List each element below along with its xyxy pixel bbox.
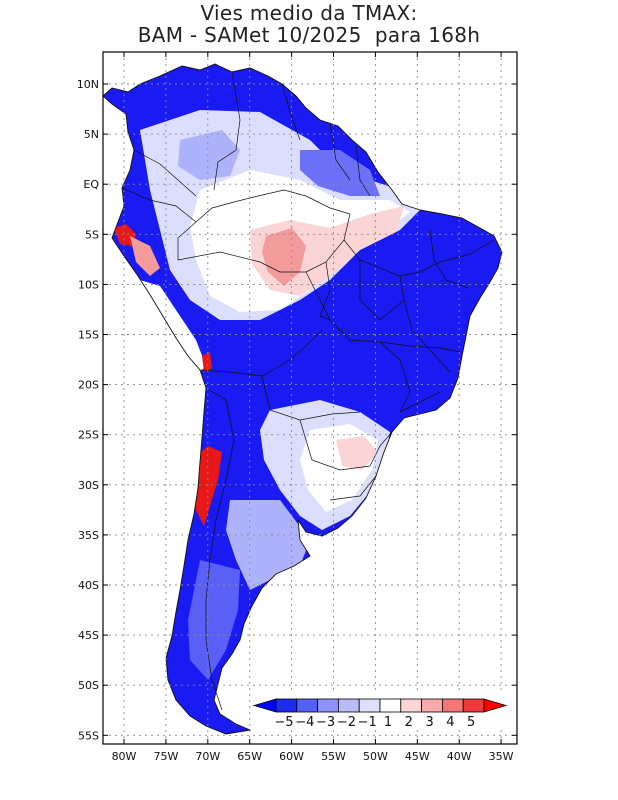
lat-label: 55S — [78, 729, 99, 742]
lon-label: 35W — [489, 750, 514, 763]
colorbar-label: −3 — [316, 715, 335, 730]
amazon-warm-core — [262, 228, 306, 286]
title-line-1: Vies medio da TMAX: — [200, 1, 418, 25]
south-warm-patch — [336, 436, 378, 470]
lat-label: 10S — [78, 278, 99, 291]
lat-label: 20S — [78, 379, 99, 392]
andes-hot-peru — [114, 224, 136, 246]
axis-ticks: 10N 5N EQ 5S 10S 15S 20S 25S 30S 35S 40S 45S 50S 55S 8… — [77, 52, 517, 763]
lat-label: 15S — [78, 329, 99, 342]
lon-label: 65W — [237, 750, 262, 763]
map-title: Vies medio da TMAX: BAM - SAMet 10/2025 … — [0, 2, 618, 46]
lat-label: 5S — [85, 228, 99, 241]
lon-label: 80W — [112, 750, 137, 763]
colorbar-label: −5 — [274, 715, 293, 730]
colorbar-label: 1 — [384, 715, 392, 730]
lat-label: EQ — [83, 178, 99, 191]
colorbar-swatch — [441, 698, 464, 713]
lon-label: 60W — [279, 750, 304, 763]
colorbar-swatch — [421, 698, 443, 713]
andes-warm-peru — [130, 236, 160, 276]
lon-label: 75W — [153, 750, 178, 763]
colorbar-swatch — [317, 698, 339, 713]
lat-label: 45S — [78, 629, 99, 642]
lat-label: 25S — [78, 429, 99, 442]
title-line-2: BAM - SAMet 10/2025 para 168h — [137, 23, 481, 47]
lat-label: 30S — [78, 479, 99, 492]
colorbar-swatch — [379, 698, 402, 713]
lat-label: 40S — [78, 579, 99, 592]
lon-label: 50W — [363, 750, 388, 763]
lat-label: 35S — [78, 529, 99, 542]
lon-label: 40W — [447, 750, 472, 763]
colorbar-label: −2 — [337, 715, 356, 730]
colorbar-swatch — [337, 698, 360, 713]
colorbar-swatch — [462, 698, 485, 713]
colorbar: −5 −4 −3 −2 −1 1 2 3 4 5 — [252, 693, 508, 730]
colorbar-swatch — [358, 698, 381, 713]
lon-label: 55W — [321, 750, 346, 763]
colorbar-label: 3 — [425, 715, 433, 730]
colorbar-label: −1 — [358, 715, 377, 730]
patagonia-mid — [188, 560, 240, 680]
lat-label: 5N — [84, 128, 99, 141]
lat-label: 50S — [78, 679, 99, 692]
colorbar-swatch — [400, 698, 422, 713]
lon-label: 70W — [195, 750, 220, 763]
colorbar-label: 4 — [446, 715, 454, 730]
patagonia-pale — [226, 500, 310, 590]
colorbar-swatch — [296, 698, 318, 713]
lon-label: 45W — [405, 750, 430, 763]
colorbar-label: −4 — [295, 715, 314, 730]
colorbar-high-arrow — [483, 698, 508, 713]
colorbar-swatch — [275, 698, 298, 713]
plot-frame — [102, 51, 518, 745]
andes-white-strip — [140, 280, 206, 374]
andes-hot-atacama — [202, 352, 212, 372]
nw-light-cold — [178, 130, 240, 180]
colorbar-label: 5 — [467, 715, 475, 730]
lat-label: 10N — [77, 78, 99, 91]
graticule — [103, 52, 517, 744]
colorbar-label: 2 — [405, 715, 413, 730]
